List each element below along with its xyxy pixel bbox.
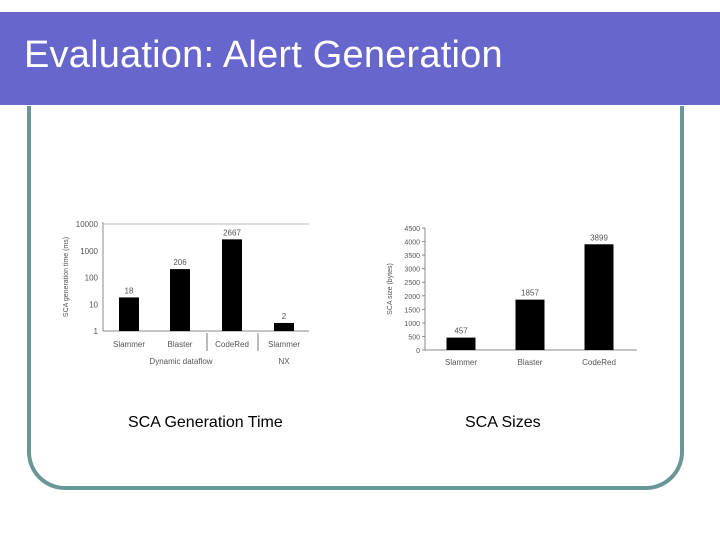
chart2-y-tick-label: 2500 <box>404 280 420 287</box>
chart1-y-tick-label: 100 <box>85 274 99 283</box>
chart1-x-tick-label: Slammer <box>268 340 300 349</box>
chart1-group-label-dynamic: Dynamic dataflow <box>149 357 212 366</box>
chart2-x-tick-label: Slammer <box>445 358 477 367</box>
chart1-bar <box>119 297 139 331</box>
chart2-y-tick-label: 1000 <box>404 321 420 328</box>
chart1-y-tick-label: 10000 <box>76 220 99 229</box>
chart1-bar <box>170 269 190 331</box>
chart2-x-tick-label: CodeRed <box>582 358 616 367</box>
chart1-data-label: 2667 <box>223 228 241 237</box>
slide-title: Evaluation: Alert Generation <box>24 34 503 76</box>
chart1-x-tick-label: Blaster <box>168 340 193 349</box>
chart2-bar <box>584 244 614 350</box>
caption-generation-time: SCA Generation Time <box>128 414 283 431</box>
chart2-y-tick-label: 1500 <box>404 307 420 314</box>
chart1-y-axis-label: SCA generation time (ms) <box>63 237 70 317</box>
title-bar <box>0 12 720 108</box>
chart2-data-label: 457 <box>454 327 468 336</box>
chart1-x-tick-label: CodeRed <box>215 340 249 349</box>
chart1-x-tick-label: Slammer <box>113 340 145 349</box>
chart2-x-tick-label: Blaster <box>518 358 543 367</box>
chart2-data-label: 1857 <box>521 289 539 298</box>
chart1-y-tick-label: 10 <box>89 300 98 309</box>
title-underline <box>0 105 636 108</box>
caption-sca-sizes: SCA Sizes <box>465 414 541 431</box>
chart2-y-tick-label: 4500 <box>404 226 420 233</box>
chart1-bar <box>222 239 242 331</box>
chart2-y-tick-label: 3000 <box>404 267 420 274</box>
chart2-data-label: 3899 <box>590 233 608 242</box>
chart2-y-tick-label: 0 <box>416 348 420 355</box>
chart2-y-tick-label: 3500 <box>404 253 420 260</box>
chart1-data-label: 2 <box>282 312 287 321</box>
content-frame <box>27 106 684 490</box>
chart2-bar <box>446 337 476 350</box>
chart2-bar <box>515 299 545 350</box>
chart2-y-tick-label: 2000 <box>404 294 420 301</box>
chart1-y-tick-label: 1 <box>94 327 99 336</box>
chart1-data-label: 206 <box>173 258 187 267</box>
chart1-group-label-nx: NX <box>278 357 290 366</box>
chart2-y-axis-label: SCA size (bytes) <box>387 263 394 315</box>
chart1-data-label: 18 <box>125 286 134 295</box>
chart1-bar <box>274 322 294 331</box>
chart1-y-tick-label: 1000 <box>80 247 98 256</box>
chart2-y-tick-label: 500 <box>408 334 420 341</box>
chart2-y-tick-label: 4000 <box>404 240 420 247</box>
